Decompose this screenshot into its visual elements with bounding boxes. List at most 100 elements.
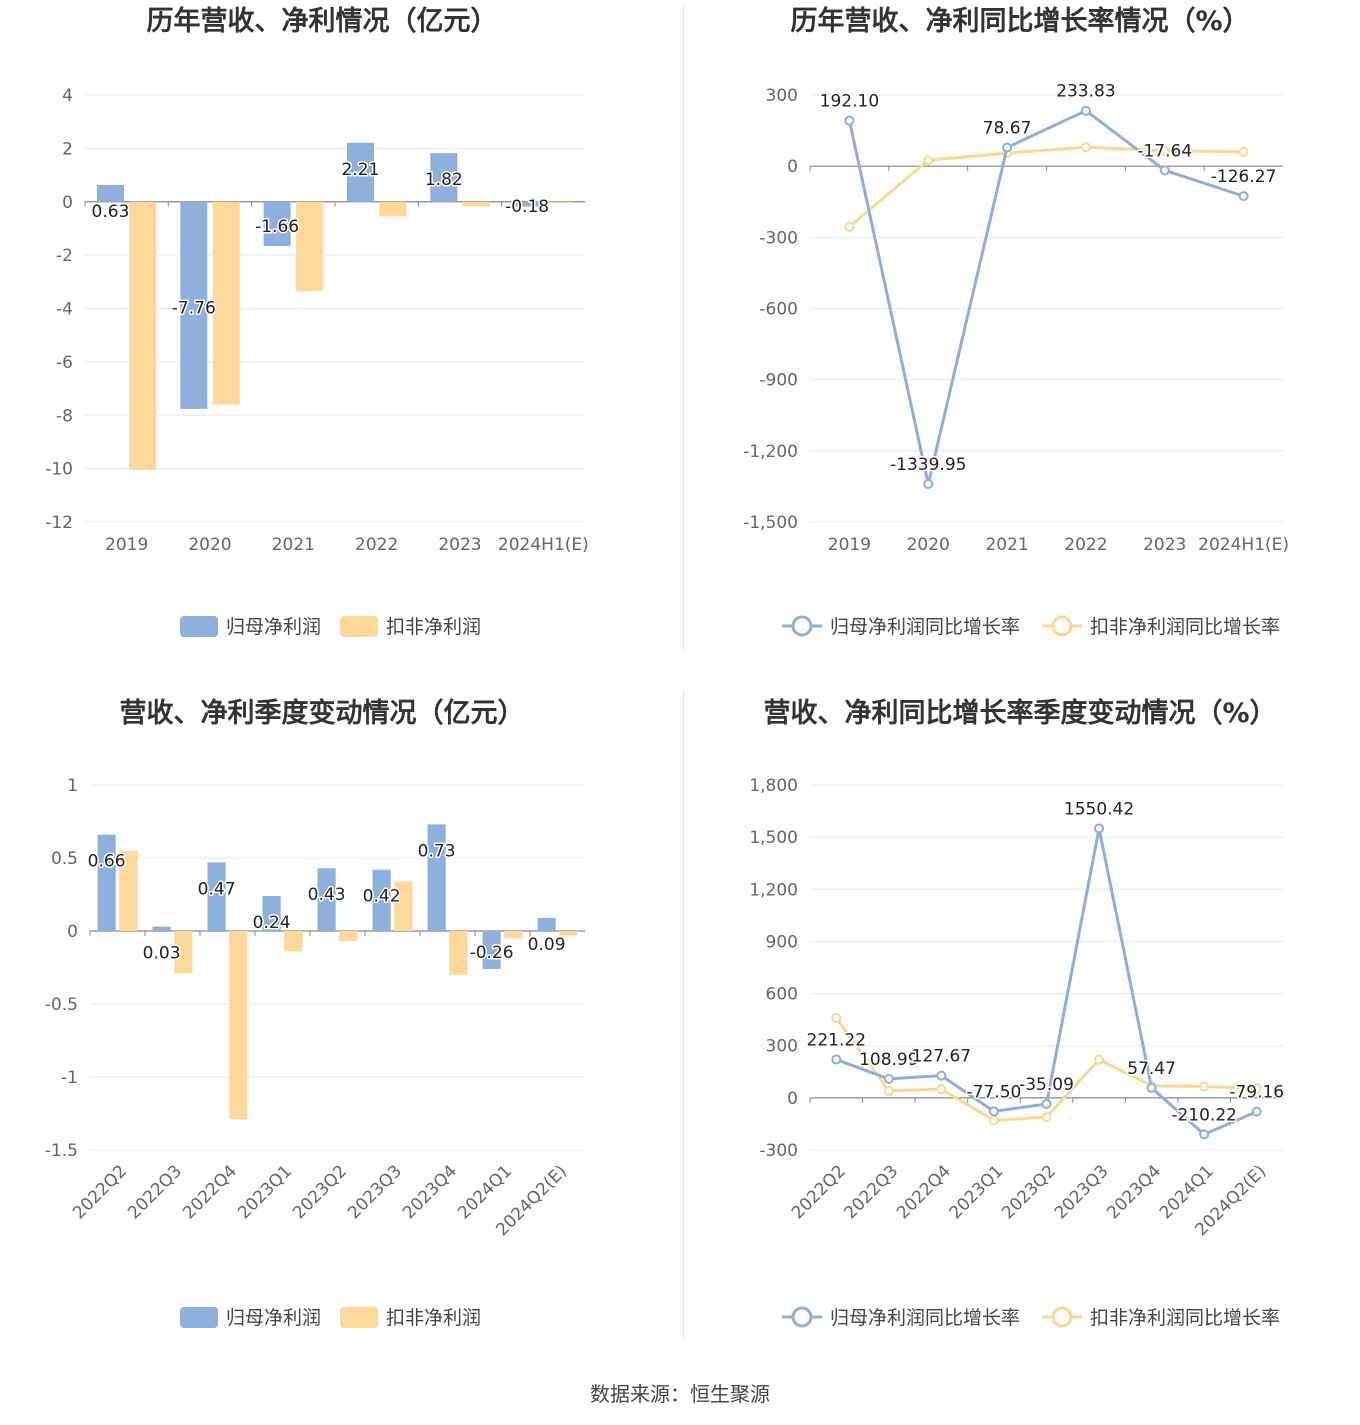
- point-deducted-growth: [1199, 1081, 1210, 1092]
- x-tick-label: 2023Q3: [1051, 1161, 1113, 1223]
- point-parent-growth: [936, 1070, 947, 1081]
- bar-parent-net-profit: [317, 868, 336, 931]
- series-line-deducted-growth: [848, 145, 1244, 228]
- x-tick-label: 2022Q2: [69, 1161, 131, 1223]
- bar-parent-net-profit: [346, 142, 374, 202]
- bar-deducted-net-profit: [379, 201, 407, 217]
- legend-item-parent-net-profit: 归母净利润: [180, 616, 321, 638]
- data-label: -0.18: [505, 197, 549, 217]
- data-label: 0.63: [92, 202, 130, 222]
- point-parent-growth: [844, 115, 855, 126]
- chart-panel-annual-profit: 历年营收、净利情况（亿元） 4 2 0 -2 -4 -6 -8 -10 -12 2019 2020 20…: [0, 0, 680, 690]
- bar-deducted-net-profit: [119, 850, 138, 931]
- legend-swatch: [180, 616, 218, 637]
- y-tick-label: 300: [766, 86, 798, 106]
- x-tick-label: 2019: [828, 535, 871, 555]
- chart-svg: 历年营收、净利情况（亿元） 4 2 0 -2 -4 -6 -8 -10 -12 2019 2020 20…: [45, 5, 589, 638]
- y-tick-label: -2: [56, 246, 73, 266]
- x-tick-label: 2020: [907, 535, 950, 555]
- x-tick-label: 2022Q4: [179, 1161, 241, 1223]
- legend-item-deducted-net-profit: 扣非净利润: [340, 1307, 481, 1329]
- data-label: 192.10: [820, 92, 879, 112]
- x-tick-label: 2023Q1: [946, 1161, 1008, 1223]
- point-parent-growth: [988, 1106, 999, 1117]
- data-label: 57.47: [1127, 1059, 1176, 1079]
- data-label: -17.64: [1137, 141, 1192, 161]
- chart-title: 历年营收、净利情况（亿元）: [147, 5, 498, 37]
- bar-parent-net-profit: [513, 201, 541, 207]
- legend-swatch-circle: [791, 615, 813, 637]
- x-tick-label: 2022Q3: [841, 1161, 903, 1223]
- bar-parent-net-profit: [97, 834, 116, 931]
- panel-divider: [683, 5, 684, 650]
- legend-item-deducted-net-profit: 扣非净利润同比增长率: [1042, 1306, 1280, 1329]
- data-label: -0.26: [470, 943, 514, 963]
- data-label: -7.76: [172, 298, 216, 318]
- bar-deducted-net-profit: [504, 931, 523, 939]
- point-parent-growth: [831, 1054, 842, 1065]
- data-label: -1.66: [255, 217, 299, 237]
- chart-title: 营收、净利季度变动情况（亿元）: [120, 697, 525, 729]
- chart-panel-quarterly-profit: 营收、净利季度变动情况（亿元） 1 0.5 0 -0.5 -1 -1.5 2022Q2 2022…: [0, 690, 680, 1380]
- bar-deducted-net-profit: [394, 881, 413, 931]
- x-tick-label: 2024H1(E): [1198, 535, 1289, 555]
- point-deducted-growth: [1159, 145, 1170, 156]
- legend-swatch: [340, 1307, 378, 1328]
- data-label: 0.03: [143, 944, 181, 964]
- data-label: -210.22: [1171, 1105, 1237, 1125]
- x-tick-label: 2022Q3: [124, 1161, 186, 1223]
- legend-swatch-circle: [1051, 1306, 1073, 1328]
- bar-deducted-net-profit: [559, 931, 578, 936]
- y-tick-label: -600: [759, 300, 798, 320]
- point-parent-growth: [1159, 165, 1170, 176]
- point-parent-growth: [883, 1073, 894, 1084]
- point-parent-growth: [1002, 142, 1013, 153]
- data-label: 0.47: [198, 879, 236, 899]
- y-tick-label: -8: [56, 406, 73, 426]
- bar-parent-net-profit: [207, 862, 226, 931]
- bar-parent-net-profit: [372, 869, 391, 931]
- bar-deducted-net-profit: [339, 931, 358, 942]
- x-tick-label: 2019: [105, 535, 148, 555]
- y-tick-label: -1,200: [743, 442, 798, 462]
- data-label: 0.09: [528, 935, 566, 955]
- bar-parent-net-profit: [262, 895, 281, 931]
- y-tick-label: 4: [62, 86, 73, 106]
- bar-deducted-net-profit: [449, 931, 468, 975]
- y-tick-label: 0.5: [51, 849, 78, 869]
- point-parent-growth: [923, 479, 934, 490]
- x-tick-label: 2023Q3: [344, 1161, 406, 1223]
- data-label: -1339.95: [890, 455, 966, 475]
- y-tick-label: 1,500: [749, 828, 798, 848]
- legend-swatch: [180, 1307, 218, 1328]
- point-parent-growth: [1080, 105, 1091, 116]
- x-tick-label: 2022: [355, 535, 398, 555]
- y-tick-label: 0: [67, 922, 78, 942]
- point-deducted-growth: [1251, 1083, 1262, 1094]
- y-tick-label: 1,200: [749, 880, 798, 900]
- point-parent-growth: [1041, 1098, 1052, 1109]
- legend-label: 扣非净利润: [386, 616, 481, 638]
- legend-label: 归母净利润: [226, 616, 321, 638]
- legend-swatch-circle: [791, 1306, 813, 1328]
- data-label: 78.67: [983, 119, 1032, 139]
- data-label: 221.22: [807, 1030, 866, 1050]
- legend-swatch-circle: [1051, 615, 1073, 637]
- chart-title: 历年营收、净利同比增长率情况（%）: [790, 5, 1249, 37]
- bar-deducted-net-profit: [129, 201, 157, 470]
- bar-parent-net-profit: [263, 201, 291, 247]
- legend-item-parent-net-profit: 归母净利润: [180, 1307, 321, 1329]
- data-label: 0.66: [88, 852, 126, 872]
- y-tick-label: 300: [766, 1037, 798, 1057]
- bar-deducted-net-profit: [546, 201, 574, 204]
- x-tick-label: 2021: [272, 535, 315, 555]
- legend-item-deducted-net-profit: 扣非净利润: [340, 616, 481, 638]
- point-deducted-growth: [923, 155, 934, 166]
- y-tick-label: -0.5: [45, 995, 78, 1015]
- y-tick-label: -900: [759, 371, 798, 391]
- x-tick-label: 2022Q2: [788, 1161, 850, 1223]
- legend-swatch: [340, 616, 378, 637]
- data-source-footer: 数据来源：恒生聚源: [590, 1382, 770, 1406]
- point-deducted-growth: [1238, 146, 1249, 157]
- data-label: 0.43: [308, 885, 346, 905]
